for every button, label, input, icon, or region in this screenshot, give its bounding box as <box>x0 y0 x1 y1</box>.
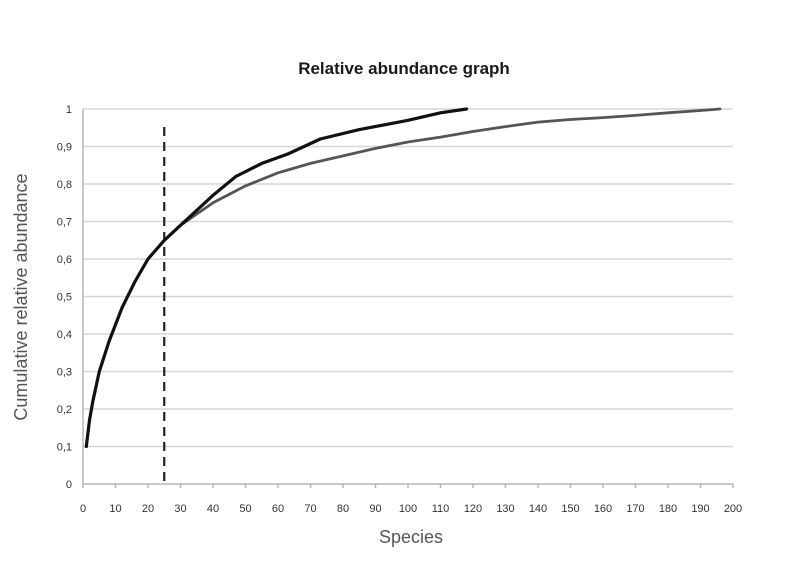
gridlines <box>83 108 733 448</box>
x-tick-label: 200 <box>724 503 742 515</box>
y-tick-label: 0,2 <box>57 404 72 416</box>
x-tick-label: 140 <box>529 503 547 515</box>
x-tick-label: 180 <box>659 503 677 515</box>
x-axis-label: Species <box>379 527 443 547</box>
x-tick-label: 60 <box>272 503 284 515</box>
x-tick-label: 20 <box>142 503 154 515</box>
axes <box>82 109 734 488</box>
x-tick-label: 130 <box>496 503 514 515</box>
x-tick-label: 40 <box>207 503 219 515</box>
x-tick-label: 150 <box>561 503 579 515</box>
y-tick-label: 0,5 <box>57 292 72 304</box>
x-tick-label: 50 <box>239 503 251 515</box>
x-tick-label: 90 <box>369 503 381 515</box>
y-tick-label: 0,8 <box>57 179 72 191</box>
y-tick-label: 1 <box>66 104 72 116</box>
series-layer <box>84 107 722 449</box>
x-tick-label: 70 <box>304 503 316 515</box>
x-tick-label: 0 <box>80 503 86 515</box>
x-tick-labels: 0 10 20 30 40 50 60 70 80 90 100 110 120 130 140 150 160… <box>80 503 742 515</box>
x-tick-label: 120 <box>464 503 482 515</box>
y-tick-labels: 0 0,1 0,2 0,3 0,4 0,5 0,6 0,7 0,8 0,9 1 <box>57 104 72 491</box>
y-tick-label: 0,7 <box>57 217 72 229</box>
x-tick-label: 100 <box>399 503 417 515</box>
x-tick-label: 160 <box>594 503 612 515</box>
y-axis-label: Cumulative relative abundance <box>11 173 31 420</box>
x-tick-label: 10 <box>109 503 121 515</box>
y-tick-label: 0,3 <box>57 367 72 379</box>
y-tick-label: 0,4 <box>57 329 72 341</box>
x-tick-label: 80 <box>337 503 349 515</box>
y-tick-label: 0 <box>66 479 72 491</box>
y-tick-label: 0,6 <box>57 254 72 266</box>
chart-title: Relative abundance graph <box>298 59 510 78</box>
x-tick-label: 110 <box>432 503 450 515</box>
y-tick-label: 0,9 <box>57 142 72 154</box>
x-tick-label: 30 <box>174 503 186 515</box>
x-tick-label: 170 <box>626 503 644 515</box>
series-line-1 <box>84 107 469 449</box>
x-tick-label: 190 <box>691 503 709 515</box>
y-tick-label: 0,1 <box>57 442 72 454</box>
series-line-2 <box>84 107 722 448</box>
